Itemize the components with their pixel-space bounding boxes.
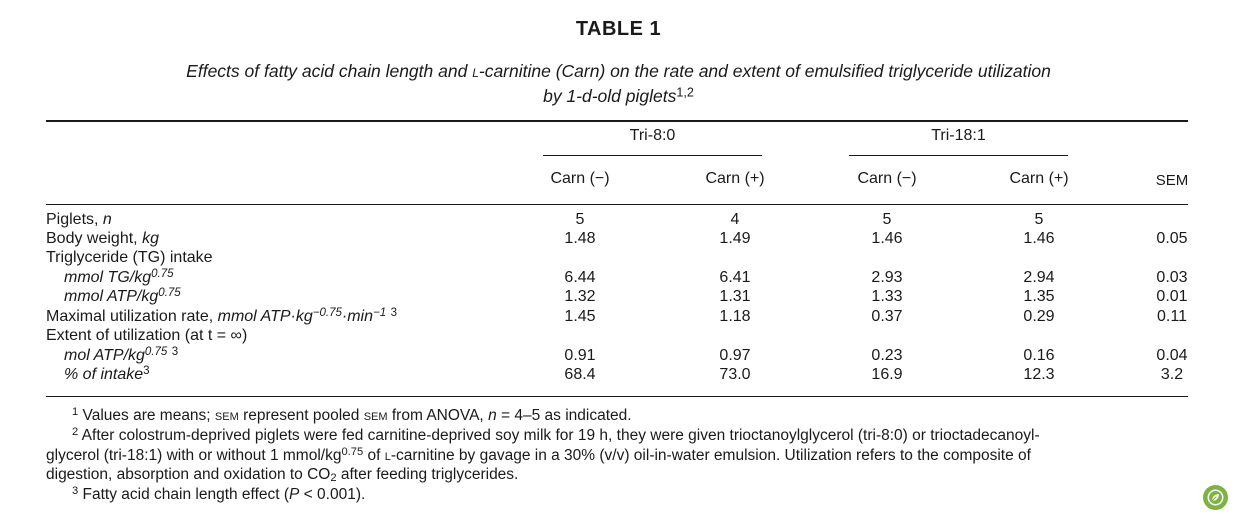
footnote-3: 3 Fatty acid chain length effect (P < 0.… <box>72 484 366 503</box>
col-header-4: Carn (+) <box>1009 170 1069 187</box>
header-rule <box>46 204 1188 205</box>
group-rule-tri-18 <box>849 155 1068 156</box>
table-row: Body weight, kg 1.48 1.49 1.46 1.46 0.05 <box>46 230 1188 247</box>
row-label: Triglyceride (TG) intake <box>46 249 213 266</box>
row-label: mmol ATP/kg0.75 <box>64 286 181 305</box>
leaf-logo-icon[interactable] <box>1203 485 1228 510</box>
col-header-3: Carn (−) <box>857 170 917 187</box>
group-rule-tri-8 <box>543 155 762 156</box>
col-header-sem: SEM <box>1155 172 1189 189</box>
col-header-1: Carn (−) <box>550 170 610 187</box>
row-label: Extent of utilization (at t = ∞) <box>46 327 248 344</box>
table-row: mol ATP/kg0.75 3 0.91 0.97 0.23 0.16 0.0… <box>64 345 1188 364</box>
col-header-2: Carn (+) <box>705 170 765 187</box>
footnote-2: 2 After colostrum-deprived piglets were … <box>46 425 1040 485</box>
table-row: % of intake3 68.4 73.0 16.9 12.3 3.2 <box>64 364 1184 383</box>
group-header-tri-18: Tri-18:1 <box>931 127 986 144</box>
row-label: mmol TG/kg0.75 <box>64 267 174 286</box>
table-caption: Effects of fatty acid chain length and l… <box>186 61 1051 106</box>
table-row: Triglyceride (TG) intake <box>0 248 1237 268</box>
footnote-1: 1 Values are means; SEM represent pooled… <box>72 405 632 424</box>
row-label: mol ATP/kg0.75 3 <box>64 345 179 364</box>
row-label: % of intake3 <box>64 364 150 383</box>
table-row: Maximal utilization rate, mmol ATP·kg−0.… <box>46 306 1187 325</box>
table-title: TABLE 1 <box>575 18 662 40</box>
table-row: mmol TG/kg0.75 6.44 6.41 2.93 2.94 0.03 <box>64 267 1188 286</box>
bottom-rule <box>46 396 1188 397</box>
row-label: Body weight, kg <box>46 230 159 247</box>
table-row: mmol ATP/kg0.75 1.32 1.31 1.33 1.35 0.01 <box>64 286 1188 305</box>
row-label: Piglets, n <box>46 211 112 228</box>
row-label: Maximal utilization rate, mmol ATP·kg−0.… <box>46 306 397 325</box>
table-row: Extent of utilization (at t = ∞) <box>0 326 1237 346</box>
table-row: Piglets, n 5 4 5 5 <box>46 211 1044 228</box>
top-rule <box>46 120 1188 122</box>
group-header-tri-8: Tri-8:0 <box>629 127 676 144</box>
